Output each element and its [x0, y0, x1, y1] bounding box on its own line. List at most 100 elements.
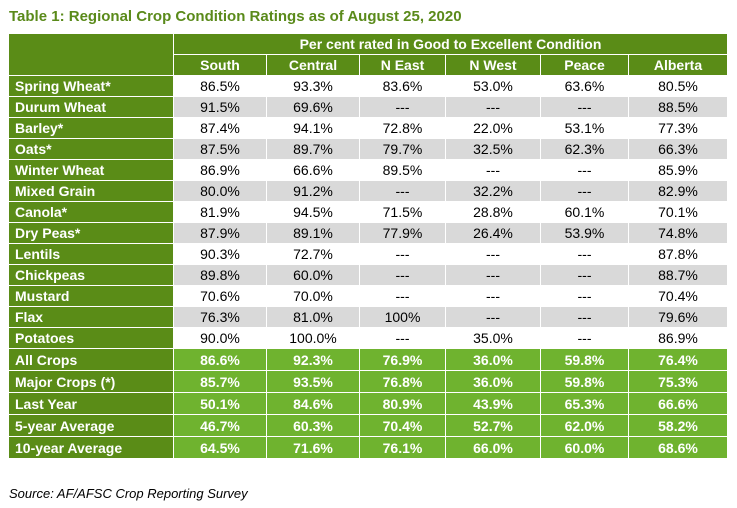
- table-row: Chickpeas 89.8% 60.0% --- --- --- 88.7%: [8, 264, 728, 286]
- table-cell: 64.5%: [173, 436, 267, 459]
- table-cell: ---: [540, 243, 629, 265]
- crop-condition-table: Per cent rated in Good to Excellent Cond…: [8, 33, 728, 459]
- row-label: Mustard: [8, 285, 174, 307]
- table-cell: 76.3%: [173, 306, 267, 328]
- row-label: Major Crops (*): [8, 370, 174, 393]
- table-row: Lentils 90.3% 72.7% --- --- --- 87.8%: [8, 243, 728, 265]
- row-label: Winter Wheat: [8, 159, 174, 181]
- table-cell: 60.1%: [540, 201, 629, 223]
- table-row: Dry Peas* 87.9% 89.1% 77.9% 26.4% 53.9% 74.8%: [8, 222, 728, 244]
- table-cell: 87.8%: [628, 243, 728, 265]
- row-label: 10-year Average: [8, 436, 174, 459]
- table-header: Per cent rated in Good to Excellent Cond…: [8, 33, 728, 76]
- table-cell: 86.5%: [173, 75, 267, 97]
- table-cell: 80.5%: [628, 75, 728, 97]
- table-cell: ---: [540, 285, 629, 307]
- table-cell: 59.8%: [540, 348, 629, 371]
- table-cell: ---: [540, 159, 629, 181]
- table-cell: 89.7%: [266, 138, 360, 160]
- table-cell: 85.7%: [173, 370, 267, 393]
- row-label: Last Year: [8, 392, 174, 415]
- table-cell: 59.8%: [540, 370, 629, 393]
- table-cell: ---: [445, 243, 541, 265]
- table-cell: 85.9%: [628, 159, 728, 181]
- table-cell: 22.0%: [445, 117, 541, 139]
- table-cell: 83.6%: [359, 75, 446, 97]
- table-cell: 94.1%: [266, 117, 360, 139]
- table-cell: 70.4%: [359, 414, 446, 437]
- row-label: Mixed Grain: [8, 180, 174, 202]
- table-row: 5-year Average 46.7% 60.3% 70.4% 52.7% 62.0% 5…: [8, 414, 728, 437]
- table-cell: ---: [445, 306, 541, 328]
- table-cell: 76.8%: [359, 370, 446, 393]
- table-cell: 72.8%: [359, 117, 446, 139]
- table-cell: ---: [445, 96, 541, 118]
- column-header-row: South Central N East N West Peace Alberta: [9, 54, 728, 76]
- table-body: Spring Wheat* 86.5% 93.3% 83.6% 53.0% 63.6% 80…: [8, 75, 728, 459]
- table-cell: 77.9%: [359, 222, 446, 244]
- table-cell: ---: [540, 327, 629, 349]
- table-cell: 71.6%: [266, 436, 360, 459]
- table-row: Barley* 87.4% 94.1% 72.8% 22.0% 53.1% 77.3%: [8, 117, 728, 139]
- column-header-n-east: N East: [359, 54, 446, 76]
- header-corner-cell: [8, 33, 174, 76]
- table-cell: 70.1%: [628, 201, 728, 223]
- table-cell: ---: [359, 264, 446, 286]
- table-cell: 84.6%: [266, 392, 360, 415]
- table-cell: ---: [540, 96, 629, 118]
- row-label: Potatoes: [8, 327, 174, 349]
- table-cell: 66.0%: [445, 436, 541, 459]
- table-row: Canola* 81.9% 94.5% 71.5% 28.8% 60.1% 70.1%: [8, 201, 728, 223]
- table-cell: 88.5%: [628, 96, 728, 118]
- table-cell: 52.7%: [445, 414, 541, 437]
- table-cell: 62.0%: [540, 414, 629, 437]
- table-cell: 53.1%: [540, 117, 629, 139]
- row-label: Chickpeas: [8, 264, 174, 286]
- row-label: Durum Wheat: [8, 96, 174, 118]
- table-cell: 82.9%: [628, 180, 728, 202]
- table-cell: 76.1%: [359, 436, 446, 459]
- table-cell: 92.3%: [266, 348, 360, 371]
- table-cell: 91.2%: [266, 180, 360, 202]
- table-cell: 79.6%: [628, 306, 728, 328]
- table-cell: 68.6%: [628, 436, 728, 459]
- table-cell: 36.0%: [445, 348, 541, 371]
- table-cell: 60.3%: [266, 414, 360, 437]
- table-cell: 80.0%: [173, 180, 267, 202]
- table-cell: 81.9%: [173, 201, 267, 223]
- table-cell: 60.0%: [540, 436, 629, 459]
- row-label: 5-year Average: [8, 414, 174, 437]
- table-row: 10-year Average 64.5% 71.6% 76.1% 66.0% 60.0%…: [8, 436, 728, 459]
- table-cell: 100.0%: [266, 327, 360, 349]
- table-row: Potatoes 90.0% 100.0% --- 35.0% --- 86.9%: [8, 327, 728, 349]
- table-cell: 70.4%: [628, 285, 728, 307]
- table-cell: 87.4%: [173, 117, 267, 139]
- table-row: Mixed Grain 80.0% 91.2% --- 32.2% --- 82.9%: [8, 180, 728, 202]
- table-cell: 66.3%: [628, 138, 728, 160]
- table-cell: ---: [359, 180, 446, 202]
- table-cell: 87.5%: [173, 138, 267, 160]
- table-cell: 43.9%: [445, 392, 541, 415]
- table-cell: 89.1%: [266, 222, 360, 244]
- table-row: Winter Wheat 86.9% 66.6% 89.5% --- --- 85.9%: [8, 159, 728, 181]
- table-cell: 72.7%: [266, 243, 360, 265]
- column-header-n-west: N West: [445, 54, 541, 76]
- table-row: Spring Wheat* 86.5% 93.3% 83.6% 53.0% 63.6% 80…: [8, 75, 728, 97]
- table-cell: ---: [359, 327, 446, 349]
- table-cell: 75.3%: [628, 370, 728, 393]
- table-cell: 66.6%: [628, 392, 728, 415]
- table-cell: ---: [445, 264, 541, 286]
- row-label: Flax: [8, 306, 174, 328]
- table-cell: 80.9%: [359, 392, 446, 415]
- table-cell: 26.4%: [445, 222, 541, 244]
- table-cell: 58.2%: [628, 414, 728, 437]
- table-cell: 81.0%: [266, 306, 360, 328]
- table-cell: 69.6%: [266, 96, 360, 118]
- table-cell: 32.5%: [445, 138, 541, 160]
- row-label: Oats*: [8, 138, 174, 160]
- table-cell: ---: [359, 96, 446, 118]
- table-cell: 87.9%: [173, 222, 267, 244]
- table-cell: 76.9%: [359, 348, 446, 371]
- table-cell: ---: [540, 306, 629, 328]
- table-cell: 46.7%: [173, 414, 267, 437]
